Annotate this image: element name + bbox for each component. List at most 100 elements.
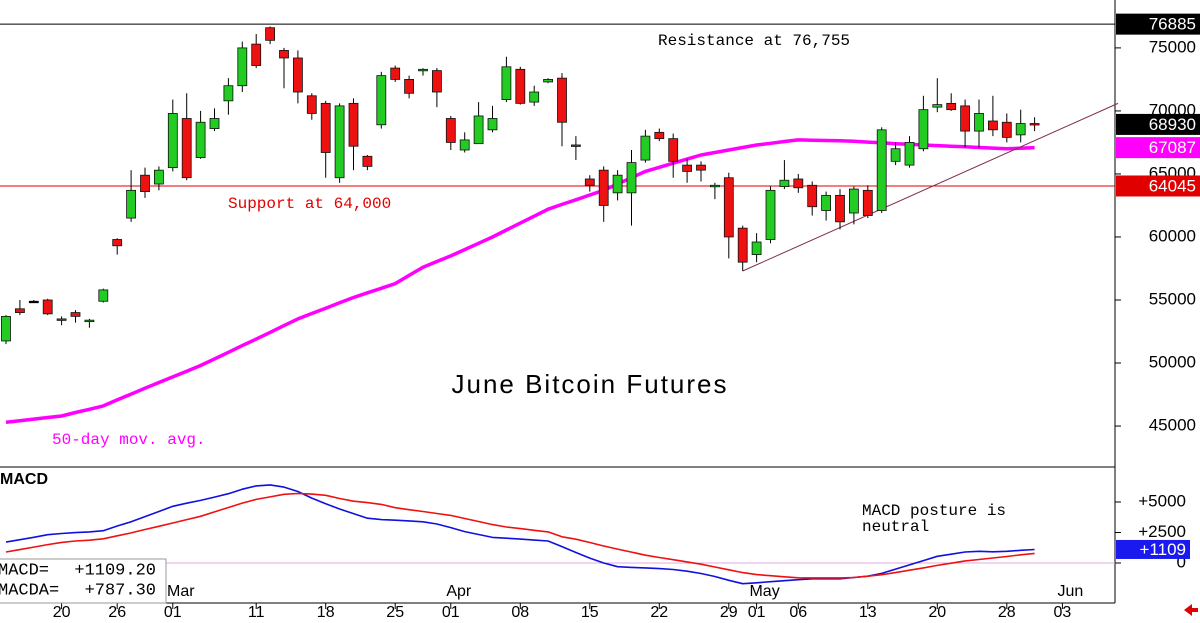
candle-body xyxy=(543,79,553,83)
candle-body xyxy=(737,227,748,263)
price-label-box xyxy=(1116,113,1200,135)
readout-label: MACD= xyxy=(0,561,49,580)
candle-body xyxy=(515,68,526,104)
candle-body xyxy=(334,105,345,179)
price-label: 67087 xyxy=(1149,138,1196,157)
candle-body xyxy=(1029,123,1040,126)
candle-body xyxy=(654,131,665,140)
candle-body xyxy=(640,135,651,161)
x-tick-label: 20 xyxy=(928,604,946,621)
x-tick-label: 18 xyxy=(317,604,335,621)
candle-body xyxy=(1015,123,1026,136)
candle-body xyxy=(932,104,943,108)
candle-body xyxy=(487,118,498,131)
candle-body xyxy=(793,178,804,189)
candle-body xyxy=(1,315,11,342)
trend-line xyxy=(742,102,1119,272)
candle-body xyxy=(918,109,929,150)
candle-body xyxy=(960,105,970,132)
candle-body xyxy=(821,194,831,211)
readout-label: MACDA= xyxy=(0,581,59,600)
candle-body xyxy=(612,174,623,194)
macd-line xyxy=(5,492,1035,579)
scroll-arrow xyxy=(1184,604,1198,616)
month-label: Jun xyxy=(1058,583,1084,600)
candle-body xyxy=(557,77,567,123)
x-tick-label: 25 xyxy=(386,604,404,621)
price-label-box xyxy=(1116,175,1200,197)
candle-body xyxy=(153,169,164,185)
candle-body xyxy=(98,289,109,302)
candle-body xyxy=(140,174,150,192)
panel-title: MACD xyxy=(0,471,48,488)
y-tick-label: 55000 xyxy=(1149,289,1196,308)
readout-box xyxy=(0,558,167,604)
price-label: 68930 xyxy=(1149,115,1196,134)
candle-body xyxy=(946,102,957,111)
candle-body xyxy=(70,312,81,317)
candle-body xyxy=(237,47,248,87)
annotation: Resistance at 76,755 xyxy=(658,32,850,50)
x-tick-label: 08 xyxy=(511,604,529,621)
candle-body xyxy=(126,189,136,219)
candle-body xyxy=(181,118,192,179)
candle-body xyxy=(195,121,206,158)
price-label-box xyxy=(1116,13,1200,35)
candle-body xyxy=(1001,121,1012,138)
y-tick-label: 0 xyxy=(1177,552,1186,571)
candle-body xyxy=(223,85,234,102)
readout-value: +787.30 xyxy=(85,581,156,600)
x-tick-label: 01 xyxy=(164,604,182,621)
price-label: 64045 xyxy=(1149,176,1196,195)
y-tick-label: 60000 xyxy=(1149,226,1196,245)
candle-body xyxy=(974,113,984,132)
candle-body xyxy=(265,27,276,41)
candle-body xyxy=(167,113,178,169)
candle-body xyxy=(765,189,776,240)
x-tick-label: 06 xyxy=(789,604,807,621)
candle-body xyxy=(571,144,581,147)
candle-body xyxy=(251,43,262,66)
candle-body xyxy=(849,188,859,214)
candle-body xyxy=(320,102,331,153)
x-tick-label: 29 xyxy=(720,604,738,621)
candle-body xyxy=(404,79,415,94)
candle-body xyxy=(779,179,790,187)
value-box-label: +1109 xyxy=(1140,540,1186,559)
candle-body xyxy=(459,139,470,151)
candle-body xyxy=(988,120,998,131)
y-tick-label: 75000 xyxy=(1149,37,1196,56)
candle-body xyxy=(390,67,401,80)
candle-body xyxy=(376,75,387,126)
candle-body xyxy=(751,241,762,256)
x-tick-label: 20 xyxy=(53,604,71,621)
candle-body xyxy=(306,95,317,114)
candle-body xyxy=(209,118,220,129)
readout-value: +1109.20 xyxy=(74,561,156,580)
x-tick-label: 01 xyxy=(442,604,460,621)
moving-average-line xyxy=(5,138,1035,425)
candle-body xyxy=(682,164,692,172)
candle-body xyxy=(473,115,484,145)
y-tick-label: +2500 xyxy=(1138,522,1186,541)
candle-body xyxy=(598,169,609,206)
candle-body xyxy=(710,184,720,188)
y-tick-label: 45000 xyxy=(1149,416,1196,435)
candle-body xyxy=(626,162,637,194)
candle-body xyxy=(14,308,25,313)
month-label: Apr xyxy=(446,583,472,600)
candle-body xyxy=(723,177,734,238)
candle-body xyxy=(904,142,915,166)
candle-body xyxy=(668,138,679,162)
annotation: Support at 64,000 xyxy=(228,195,391,213)
candle-body xyxy=(362,155,373,167)
candle-body xyxy=(807,184,818,208)
candle-body xyxy=(418,68,428,72)
x-tick-label: 11 xyxy=(248,604,265,621)
candle-body xyxy=(445,118,456,143)
annotation: MACD posture is xyxy=(862,502,1006,520)
candle-body xyxy=(56,318,67,321)
month-label: May xyxy=(749,583,779,600)
